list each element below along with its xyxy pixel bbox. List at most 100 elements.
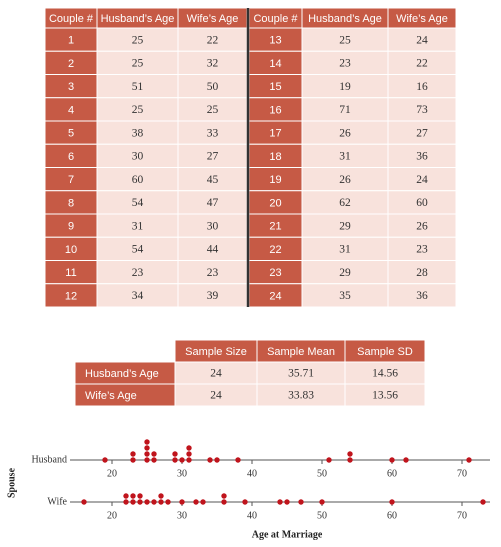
column-header: Wife’s Age xyxy=(396,13,448,25)
table-cell: 54 xyxy=(132,244,144,256)
row-header: 6 xyxy=(68,151,74,163)
table-cell: 23 xyxy=(207,267,219,279)
column-header: Husband’s Age xyxy=(308,13,382,25)
table-cell: 47 xyxy=(207,197,219,209)
row-header: 15 xyxy=(269,81,281,93)
x-tick-label: 60 xyxy=(387,510,397,521)
dot xyxy=(123,493,129,499)
row-header: 17 xyxy=(269,128,281,140)
dot xyxy=(389,457,395,463)
x-tick-label: 20 xyxy=(107,468,117,479)
dot xyxy=(298,499,304,505)
row-header: 24 xyxy=(269,290,281,302)
dot xyxy=(326,457,332,463)
table-cell: 44 xyxy=(207,244,219,256)
x-tick-label: 50 xyxy=(317,468,327,479)
dot xyxy=(221,499,227,505)
table-cell: 29 xyxy=(339,220,351,232)
dot xyxy=(144,451,150,457)
dot xyxy=(130,493,136,499)
row-header: 9 xyxy=(68,221,74,233)
column-header: Husband’s Age xyxy=(101,13,175,25)
dot xyxy=(151,457,157,463)
table-cell: 25 xyxy=(207,104,219,116)
dot xyxy=(221,493,227,499)
table-cell: 23 xyxy=(416,244,428,256)
dot xyxy=(277,499,283,505)
dot xyxy=(144,445,150,451)
dot xyxy=(102,457,108,463)
x-tick-label: 20 xyxy=(107,510,117,521)
row-header: 23 xyxy=(269,267,281,279)
x-tick-label: 70 xyxy=(457,468,467,479)
dot xyxy=(200,499,206,505)
table-cell: 26 xyxy=(339,127,351,139)
dot xyxy=(207,457,213,463)
dot xyxy=(137,493,143,499)
dot xyxy=(144,439,150,445)
x-tick-label: 30 xyxy=(177,510,187,521)
row-header: 19 xyxy=(269,174,281,186)
dot xyxy=(186,445,192,451)
x-axis-label: Age at Marriage xyxy=(252,529,323,540)
dot xyxy=(193,499,199,505)
row-header: 8 xyxy=(68,197,74,209)
table-cell: 24 xyxy=(210,390,222,402)
dot xyxy=(347,457,353,463)
dot xyxy=(144,457,150,463)
dot xyxy=(214,457,220,463)
column-header: Couple # xyxy=(49,13,94,25)
dot xyxy=(158,493,164,499)
table-cell: 36 xyxy=(416,151,428,163)
series-label: Wife xyxy=(47,496,67,507)
table-cell: 54 xyxy=(132,197,144,209)
table-cell: 36 xyxy=(416,290,428,302)
row-header: 16 xyxy=(269,104,281,116)
dot xyxy=(242,499,248,505)
x-tick-label: 40 xyxy=(247,468,257,479)
row-header: 4 xyxy=(68,104,74,116)
table-cell: 50 xyxy=(207,81,219,93)
dot xyxy=(151,499,157,505)
dot xyxy=(179,499,185,505)
table-cell: 24 xyxy=(416,34,428,46)
table-cell: 51 xyxy=(132,81,144,93)
table-cell: 31 xyxy=(339,244,351,256)
column-header: Sample Mean xyxy=(267,346,335,358)
row-header: 22 xyxy=(269,244,281,256)
x-tick-label: 50 xyxy=(317,510,327,521)
table-cell: 24 xyxy=(210,368,222,380)
table-cell: 39 xyxy=(207,290,219,302)
table-cell: 24 xyxy=(416,174,428,186)
dot xyxy=(144,499,150,505)
column-header: Wife’s Age xyxy=(187,13,239,25)
table-cell: 14.56 xyxy=(372,368,398,380)
row-header: Wife’s Age xyxy=(85,390,137,402)
dot xyxy=(130,451,136,457)
table-cell: 27 xyxy=(207,151,219,163)
column-header: Sample SD xyxy=(357,346,413,358)
dot xyxy=(151,451,157,457)
table-cell: 35 xyxy=(339,290,351,302)
dot xyxy=(123,499,129,505)
row-header: Husband’s Age xyxy=(85,368,159,380)
table-cell: 13.56 xyxy=(372,390,398,402)
dot xyxy=(319,499,325,505)
dot xyxy=(81,499,87,505)
table-cell: 32 xyxy=(207,58,219,70)
table-cell: 27 xyxy=(416,127,428,139)
table-cell: 22 xyxy=(416,58,428,70)
table-cell-cell xyxy=(344,383,426,407)
dot xyxy=(179,457,185,463)
table-cell: 25 xyxy=(132,58,144,70)
row-header: 20 xyxy=(269,197,281,209)
dot xyxy=(130,457,136,463)
row-header: 10 xyxy=(65,244,77,256)
column-header: Sample Size xyxy=(185,346,247,358)
table-cell: 30 xyxy=(132,151,144,163)
row-header: 13 xyxy=(269,35,281,47)
column-header: Couple # xyxy=(253,13,298,25)
table-cell: 25 xyxy=(132,34,144,46)
